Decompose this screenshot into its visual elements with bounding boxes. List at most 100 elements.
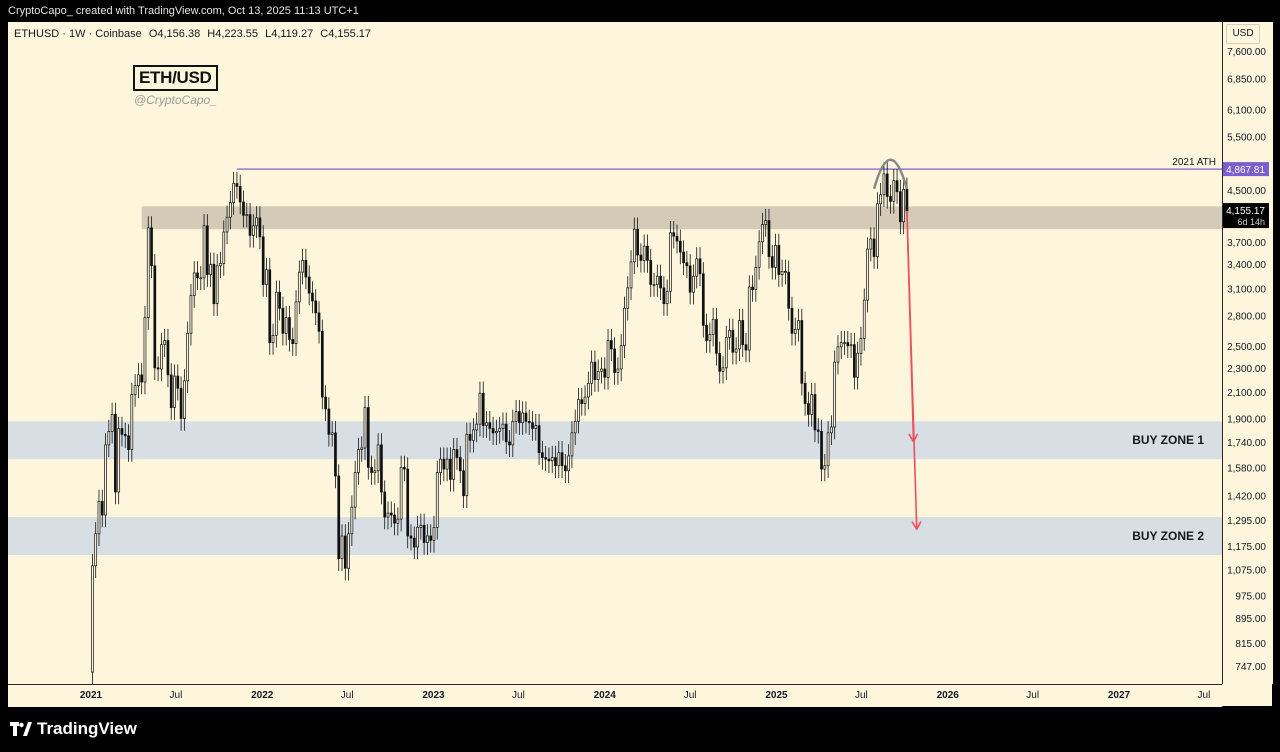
tradingview-logo-icon	[10, 722, 32, 736]
candle	[646, 234, 649, 273]
candle	[137, 363, 140, 398]
candle	[389, 501, 393, 528]
candle	[265, 258, 268, 297]
candle	[238, 174, 242, 215]
candle	[419, 513, 423, 540]
buy-zone-2	[8, 517, 1222, 556]
price-axis[interactable]	[1222, 22, 1273, 684]
candles-layer	[91, 162, 909, 685]
candle	[593, 350, 597, 392]
candle	[370, 455, 373, 485]
candle	[107, 419, 111, 458]
candle	[639, 243, 643, 273]
candle	[780, 259, 784, 287]
candle	[229, 190, 232, 230]
candle	[481, 381, 485, 438]
candle	[734, 337, 738, 365]
footer: TradingView	[0, 706, 1280, 752]
candle	[784, 259, 787, 285]
candle	[383, 480, 387, 530]
candle	[386, 501, 390, 530]
candle	[150, 216, 153, 279]
candle	[97, 489, 101, 546]
candle	[478, 381, 482, 437]
watermark-handle: @CryptoCapo_	[134, 93, 217, 107]
candle	[675, 224, 679, 254]
candle	[429, 524, 433, 553]
candle	[179, 376, 183, 431]
candle	[866, 237, 869, 313]
candle	[317, 301, 321, 344]
candle	[521, 401, 525, 435]
candle	[189, 283, 193, 346]
candle	[485, 411, 488, 438]
candle	[160, 333, 163, 382]
candle	[596, 359, 600, 392]
currency-button[interactable]: USD	[1226, 24, 1260, 44]
symbol-name[interactable]: ETHUSD · 1W · Coinbase	[14, 28, 142, 40]
candle	[770, 244, 774, 280]
candle	[465, 422, 469, 508]
buy-zone-1	[8, 421, 1222, 460]
candle	[209, 252, 212, 287]
candle	[665, 279, 669, 316]
candle	[619, 334, 623, 382]
candle	[350, 495, 354, 546]
candle	[662, 276, 666, 316]
candle	[304, 248, 308, 290]
ath-text: 2021 ATH	[1172, 157, 1216, 168]
chart-pane[interactable]	[8, 22, 1272, 706]
candle	[439, 447, 442, 485]
candle	[445, 447, 449, 482]
candle	[130, 382, 134, 462]
candle	[206, 214, 209, 287]
candle	[268, 258, 272, 355]
tradingview-logo[interactable]: TradingView	[10, 719, 137, 739]
candle	[606, 328, 610, 390]
candle	[399, 455, 403, 532]
candle	[761, 212, 764, 255]
candle	[816, 418, 820, 444]
candle	[544, 445, 547, 472]
candle	[403, 455, 406, 482]
candle	[632, 217, 636, 275]
candle	[337, 464, 341, 571]
candle	[711, 307, 715, 347]
candle	[330, 421, 334, 447]
candle	[586, 371, 590, 410]
candle	[688, 254, 692, 305]
candle	[895, 169, 899, 204]
candle	[288, 305, 291, 352]
candle	[196, 261, 199, 291]
symbol-info-bar: ETHUSD · 1W · Coinbase O4,156.38 H4,223.…	[14, 28, 375, 40]
candle	[629, 250, 633, 301]
candle	[458, 445, 462, 483]
ohlc-open: O4,156.38	[148, 28, 201, 40]
annotations-layer	[872, 158, 922, 530]
candle	[327, 397, 331, 447]
candle	[406, 457, 410, 549]
candle	[534, 413, 538, 441]
candle	[616, 357, 620, 385]
candle	[291, 327, 295, 356]
candle	[541, 441, 544, 470]
candle	[879, 183, 883, 217]
candle	[715, 307, 718, 366]
tradingview-brand: TradingView	[37, 719, 137, 738]
candle	[554, 445, 557, 478]
candle	[163, 328, 167, 357]
candle	[215, 254, 219, 316]
candle	[156, 356, 160, 382]
candle	[738, 308, 741, 362]
candle	[609, 328, 613, 362]
candle	[859, 326, 863, 366]
candle	[110, 402, 114, 444]
candle	[613, 337, 616, 385]
candle	[307, 265, 311, 306]
candle	[820, 419, 823, 482]
time-axis[interactable]	[8, 684, 1222, 707]
candle	[508, 430, 511, 458]
candle	[757, 230, 761, 280]
candle	[219, 251, 222, 279]
